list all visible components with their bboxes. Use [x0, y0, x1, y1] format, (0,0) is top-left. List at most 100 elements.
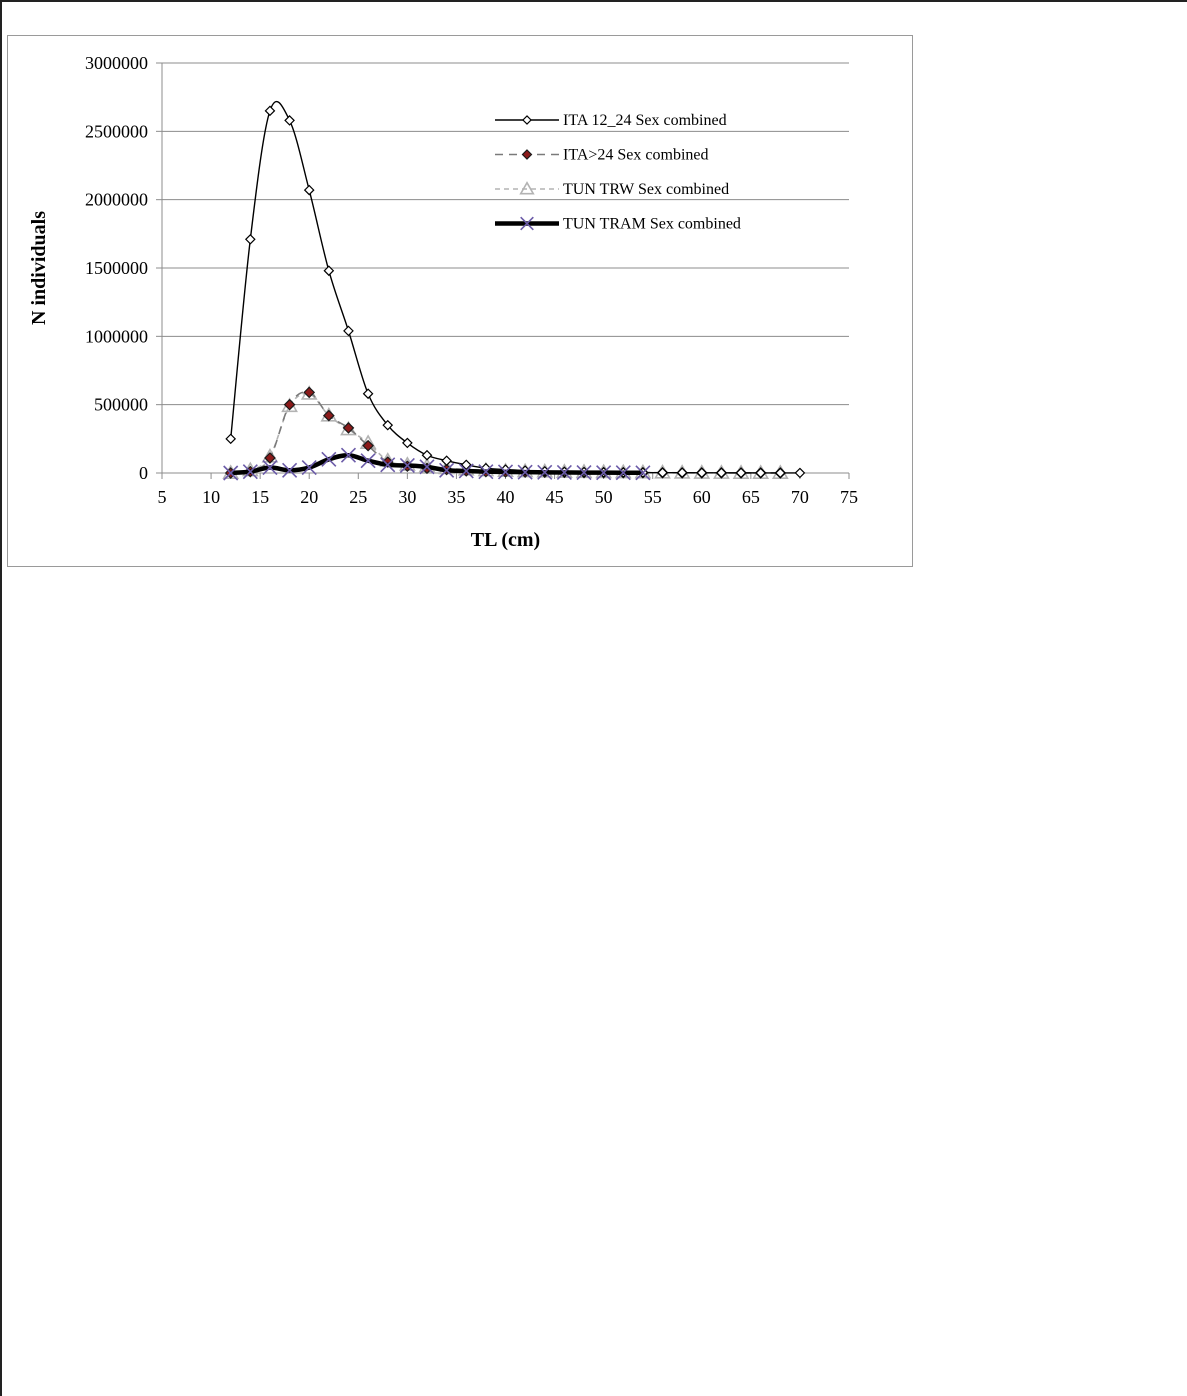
x-marker	[360, 453, 376, 469]
legend-label: ITA>24 Sex combined	[563, 147, 709, 164]
x-marker-stroke	[478, 464, 494, 480]
diamond-marker	[244, 233, 256, 245]
x-marker	[282, 462, 298, 478]
diamond-marker	[521, 149, 533, 160]
diamond-marker	[264, 105, 276, 117]
x-marker-stroke	[223, 465, 239, 481]
diamond-marker	[303, 184, 315, 196]
x-marker-stroke	[517, 464, 533, 480]
y-tick-label: 1500000	[85, 258, 148, 278]
y-tick-label: 3000000	[85, 53, 148, 73]
series-line	[230, 391, 781, 474]
diamond-marker	[362, 439, 374, 452]
x-marker	[301, 459, 317, 476]
x-axis-title: TL (cm)	[471, 529, 540, 551]
x-marker-stroke	[458, 463, 474, 479]
series-line	[230, 100, 800, 474]
x-marker-stroke	[282, 462, 298, 478]
diamond-marker	[283, 398, 296, 411]
diamond-marker	[421, 449, 433, 461]
x-marker	[537, 464, 553, 480]
series-line	[230, 392, 781, 474]
x-marker-stroke	[242, 464, 258, 480]
triangle-marker	[519, 181, 535, 195]
x-marker	[556, 464, 572, 481]
legend-entry: TUN TRAM Sex combined	[495, 216, 741, 233]
legend-label: TUN TRW Sex combined	[563, 181, 729, 198]
x-tick-label: 70	[791, 487, 809, 507]
diamond-marker	[303, 386, 316, 399]
x-tick-label: 15	[251, 487, 269, 507]
series-layer	[222, 100, 806, 481]
x-marker	[576, 465, 592, 481]
y-tick-label: 1000000	[85, 326, 148, 346]
x-marker	[399, 457, 415, 474]
x-marker-stroke	[596, 465, 612, 481]
x-marker	[340, 447, 357, 463]
x-marker	[242, 464, 258, 480]
x-marker	[517, 464, 533, 480]
series-line	[230, 452, 643, 476]
y-tick-label: 0	[139, 463, 148, 483]
diamond-marker	[755, 467, 767, 479]
series-3	[230, 452, 643, 476]
x-tick-label: 10	[202, 487, 220, 507]
x-marker-stroke	[399, 457, 415, 474]
y-tick-label: 2000000	[85, 190, 148, 210]
x-marker-stroke	[520, 216, 534, 231]
diamond-marker	[342, 422, 355, 434]
axes: 0 500000 1000000 1500000 2000000 2500000 30000…	[28, 53, 858, 551]
diamond-marker	[343, 325, 354, 337]
legend-entry: ITA>24 Sex combined	[495, 147, 709, 164]
diamond-marker	[225, 433, 237, 445]
diamond-marker	[322, 409, 335, 422]
series-3-markers	[223, 447, 651, 481]
x-tick-label: 20	[300, 487, 318, 507]
x-marker	[380, 457, 396, 473]
x-tick-label: 35	[447, 487, 465, 507]
legend: ITA 12_24 Sex combined ITA>24 Sex combine…	[495, 112, 741, 233]
x-marker-stroke	[537, 464, 553, 480]
diamond-marker	[696, 467, 708, 479]
chart-area: 0 500000 1000000 1500000 2000000 2500000 30000…	[7, 35, 913, 567]
x-marker-stroke	[615, 465, 631, 481]
diamond-marker	[323, 265, 335, 277]
x-tick-label: 50	[595, 487, 613, 507]
legend-entry: ITA 12_24 Sex combined	[495, 112, 727, 129]
x-marker	[635, 465, 651, 481]
diamond-marker	[735, 467, 747, 479]
x-tick-label: 75	[840, 487, 858, 507]
series-0	[225, 100, 806, 479]
x-tick-label: 55	[644, 487, 662, 507]
legend-label: TUN TRAM Sex combined	[563, 216, 741, 233]
diamond-marker	[774, 467, 786, 479]
diamond-marker	[522, 115, 532, 125]
x-tick-label: 60	[693, 487, 711, 507]
x-marker-stroke	[556, 464, 572, 481]
x-marker	[596, 465, 612, 481]
x-marker-stroke	[340, 447, 357, 463]
diamond-marker	[362, 388, 374, 400]
x-marker	[615, 465, 631, 481]
diamond-marker	[382, 419, 394, 431]
diamond-marker	[441, 455, 452, 467]
x-marker	[478, 464, 494, 480]
x-marker	[458, 463, 474, 479]
diamond-marker	[657, 467, 668, 479]
x-tick-label: 5	[158, 487, 167, 507]
x-marker-stroke	[380, 457, 396, 473]
x-tick-label: 30	[398, 487, 416, 507]
diamond-marker	[264, 452, 276, 464]
x-marker	[419, 459, 435, 475]
x-marker-stroke	[321, 451, 337, 467]
y-tick-label: 500000	[94, 395, 148, 415]
x-marker-stroke	[635, 465, 651, 481]
legend-label: ITA 12_24 Sex combined	[563, 112, 727, 129]
diamond-marker	[284, 115, 295, 126]
legend-entry: TUN TRW Sex combined	[495, 181, 729, 198]
diamond-marker	[716, 467, 727, 479]
x-marker-stroke	[360, 453, 376, 469]
diamond-marker	[676, 467, 688, 479]
y-axis-title: N individuals	[28, 211, 50, 325]
